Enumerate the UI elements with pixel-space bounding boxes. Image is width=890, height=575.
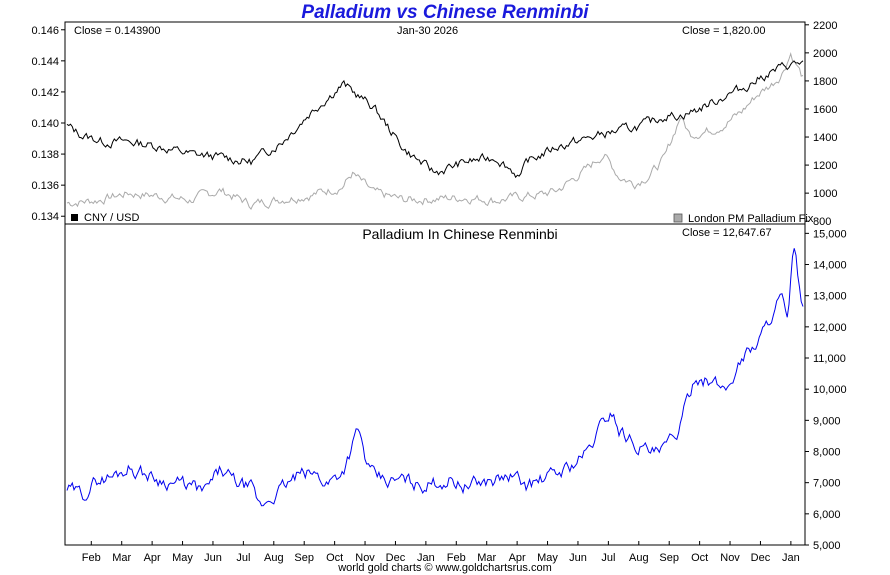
y-right-tick-label: 1400 <box>813 132 837 144</box>
x-axis: Feb Mar Apr May Jun Jul Aug Sep Oct Nov Dec Jan Feb M… <box>82 541 800 564</box>
top-close-left: Close = 0.143900 <box>74 25 161 37</box>
y-right-tick-label: 11,000 <box>813 353 846 365</box>
x-tick-label: May <box>537 552 558 564</box>
legend-label-palladium: London PM Palladium Fix <box>688 213 814 225</box>
series-line-palladium-fix <box>66 52 804 211</box>
top-right-axis: 800 1000 1200 1400 1600 1800 2000 2200 <box>805 20 837 228</box>
series-line-cny-usd <box>66 60 804 179</box>
y-right-tick-label: 12,000 <box>813 322 847 334</box>
y-right-tick-label: 2000 <box>813 48 837 60</box>
x-tick-label: Jul <box>236 552 250 564</box>
x-tick-label: Oct <box>691 552 708 564</box>
y-left-tick-label: 0.138 <box>31 149 59 161</box>
y-right-tick-label: 8,000 <box>813 447 841 459</box>
bottom-panel-title: Palladium In Chinese Renminbi <box>362 226 557 242</box>
top-date-label: Jan-30 2026 <box>397 25 458 37</box>
y-right-tick-label: 5,000 <box>813 540 841 552</box>
y-right-tick-label: 9,000 <box>813 415 841 427</box>
x-tick-label: Jan <box>782 552 800 564</box>
footer-credit: world gold charts © www.goldchartsrus.co… <box>338 562 552 574</box>
x-tick-label: Jul <box>601 552 615 564</box>
bottom-close-label: Close = 12,647.67 <box>682 227 772 239</box>
y-right-tick-label: 1600 <box>813 104 837 116</box>
y-right-tick-label: 1200 <box>813 160 837 172</box>
x-tick-label: Apr <box>509 552 526 564</box>
y-right-tick-label: 1000 <box>813 188 837 200</box>
top-left-axis: 0.134 0.136 0.138 0.140 0.142 0.144 0.146 <box>31 25 65 223</box>
x-tick-label: Aug <box>264 552 284 564</box>
bottom-panel-frame <box>64 223 806 546</box>
legend-swatch-palladium <box>673 213 683 223</box>
y-left-tick-label: 0.140 <box>31 118 59 130</box>
x-tick-label: Feb <box>82 552 101 564</box>
y-right-tick-label: 1800 <box>813 76 837 88</box>
y-left-tick-label: 0.134 <box>31 211 59 223</box>
x-tick-label: Sep <box>294 552 314 564</box>
y-right-tick-label: 2200 <box>813 20 837 32</box>
x-tick-label: Nov <box>720 552 740 564</box>
y-right-tick-label: 15,000 <box>813 228 847 240</box>
y-left-tick-label: 0.142 <box>31 87 59 99</box>
legend-swatch-cny <box>71 214 78 221</box>
x-tick-label: May <box>172 552 193 564</box>
x-tick-label: Dec <box>751 552 771 564</box>
x-tick-label: Dec <box>386 552 406 564</box>
bottom-right-axis: 5,000 6,000 7,000 8,000 9,000 10,000 11,000 12,… <box>805 228 847 552</box>
y-right-tick-label: 800 <box>813 216 831 228</box>
x-tick-label: Feb <box>447 552 466 564</box>
y-left-tick-label: 0.146 <box>31 25 59 37</box>
y-right-tick-label: 13,000 <box>813 291 847 303</box>
series-line-palladium-cny <box>66 248 804 507</box>
x-tick-label: Sep <box>659 552 679 564</box>
x-tick-label: Jun <box>204 552 222 564</box>
x-tick-label: Jun <box>569 552 587 564</box>
chart-title: Palladium vs Chinese Renminbi <box>301 2 589 23</box>
x-tick-label: Nov <box>355 552 375 564</box>
y-right-tick-label: 10,000 <box>813 384 847 396</box>
x-tick-label: Aug <box>629 552 649 564</box>
x-tick-label: Oct <box>326 552 343 564</box>
y-left-tick-label: 0.136 <box>31 180 59 192</box>
y-right-tick-label: 6,000 <box>813 509 841 521</box>
legend-label-cny: CNY / USD <box>84 212 139 224</box>
y-right-tick-label: 7,000 <box>813 478 841 490</box>
y-left-tick-label: 0.144 <box>31 56 59 68</box>
x-tick-label: Jan <box>417 552 435 564</box>
x-tick-label: Apr <box>144 552 161 564</box>
x-tick-label: Mar <box>112 552 131 564</box>
top-panel-frame <box>64 21 806 225</box>
x-tick-label: Mar <box>477 552 496 564</box>
y-right-tick-label: 14,000 <box>813 260 847 272</box>
top-close-right: Close = 1,820.00 <box>682 25 765 37</box>
